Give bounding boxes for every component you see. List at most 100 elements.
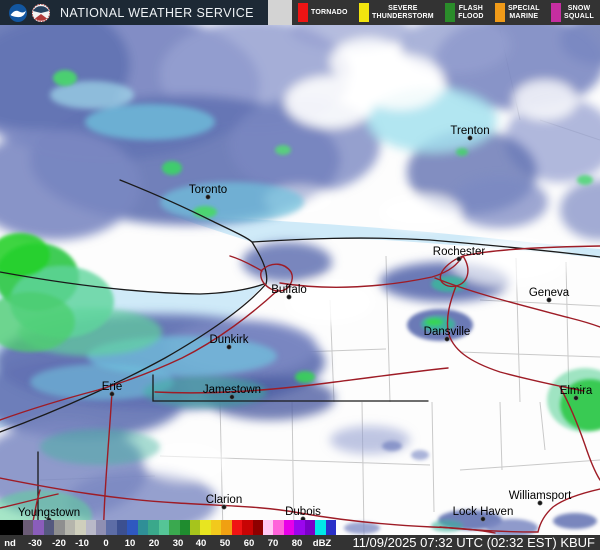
scale-tick-80: 80 bbox=[291, 538, 303, 549]
colorbar-segment bbox=[283, 520, 295, 535]
city-marker-dansville bbox=[444, 336, 450, 342]
special-marine-label: SPECIAL MARINE bbox=[507, 4, 540, 20]
colorbar-segment bbox=[273, 520, 284, 535]
scale-tick-0: 0 bbox=[103, 538, 109, 549]
special-marine-swatch bbox=[494, 3, 505, 22]
city-marker-rochester bbox=[456, 256, 462, 262]
city-label-dansville: Dansville bbox=[424, 326, 471, 338]
colorbar-segment bbox=[22, 520, 34, 535]
radar-timestamp: 11/09/2025 07:32 UTC (02:32 EST) KBUF bbox=[352, 535, 595, 550]
nws-logo bbox=[31, 3, 51, 22]
colorbar-segment bbox=[75, 520, 86, 535]
erie-north-shore bbox=[0, 271, 265, 295]
scale-tick-nd: nd bbox=[4, 538, 16, 549]
colorbar-segment bbox=[33, 520, 44, 535]
colorbar-segment bbox=[304, 520, 316, 535]
noaa-nws-logos bbox=[9, 3, 51, 22]
tornado-label: TORNADO bbox=[311, 8, 348, 16]
dbz-color-scale bbox=[0, 520, 337, 535]
city-marker-geneva bbox=[546, 297, 552, 303]
noaa-logo bbox=[9, 3, 27, 22]
city-marker-toronto bbox=[205, 194, 211, 200]
colorbar-segment bbox=[189, 520, 201, 535]
colorbar-segment bbox=[0, 520, 23, 535]
flash-flood-swatch bbox=[445, 3, 456, 22]
colorbar-segment bbox=[85, 520, 97, 535]
colorbar-segment bbox=[43, 520, 55, 535]
city-marker-trenton bbox=[467, 135, 473, 141]
scale-tick-40: 40 bbox=[195, 538, 207, 549]
erie-south-shore bbox=[0, 283, 267, 433]
snow-squall-label: SNOW SQUALL bbox=[564, 4, 594, 20]
colorbar-segment bbox=[158, 520, 170, 535]
scale-tick--30: -30 bbox=[28, 538, 42, 549]
snow-squall-swatch bbox=[551, 3, 562, 22]
borders-layer bbox=[0, 179, 600, 533]
brand-area: NATIONAL WEATHER SERVICE bbox=[0, 0, 268, 25]
colorbar-segment bbox=[127, 520, 138, 535]
header-bar: NATIONAL WEATHER SERVICE TORNADO SEVERE TH… bbox=[0, 0, 600, 25]
city-label-williamsport: Williamsport bbox=[509, 490, 572, 502]
city-label-toronto: Toronto bbox=[189, 184, 227, 196]
scale-tick-20: 20 bbox=[148, 538, 160, 549]
city-label-jamestown: Jamestown bbox=[203, 384, 261, 396]
roads-layer bbox=[0, 245, 600, 541]
scale-tick-30: 30 bbox=[172, 538, 184, 549]
scale-tick-70: 70 bbox=[267, 538, 279, 549]
scale-tick-dBZ: dBZ bbox=[312, 538, 332, 549]
severe-thunderstorm-swatch bbox=[359, 3, 369, 22]
colorbar-segment bbox=[315, 520, 326, 535]
ny-pa-border bbox=[152, 374, 429, 402]
city-marker-buffalo bbox=[286, 294, 292, 300]
city-label-dubois: Dubois bbox=[285, 506, 321, 518]
city-label-rochester: Rochester bbox=[433, 246, 486, 258]
city-marker-elmira bbox=[573, 395, 579, 401]
colorbar-segment bbox=[263, 520, 274, 535]
colorbar-segment bbox=[148, 520, 159, 535]
colorbar-segment bbox=[137, 520, 149, 535]
city-label-buffalo: Buffalo bbox=[271, 284, 307, 296]
city-label-lock-haven: Lock Haven bbox=[453, 506, 514, 518]
tornado-swatch bbox=[298, 3, 308, 22]
colorbar-segment bbox=[252, 520, 264, 535]
city-marker-williamsport bbox=[537, 500, 543, 506]
agency-title: NATIONAL WEATHER SERVICE bbox=[60, 5, 254, 20]
warning-legend-item-special-marine: SPECIAL MARINE bbox=[494, 3, 540, 22]
scale-tick-strip: nd -30 -20 -10 0 10 20 30 40 50 60 70 80 dBZ bbox=[0, 535, 600, 550]
colorbar-segment bbox=[221, 520, 232, 535]
warning-legend-item-snow-squall: SNOW SQUALL bbox=[551, 3, 594, 22]
flash-flood-label: FLASH FLOOD bbox=[458, 4, 484, 20]
city-label-elmira: Elmira bbox=[560, 385, 593, 397]
colorbar-segment bbox=[200, 520, 211, 535]
city-label-clarion: Clarion bbox=[206, 494, 242, 506]
city-marker-lock-haven bbox=[480, 516, 486, 522]
scale-tick--10: -10 bbox=[75, 538, 89, 549]
ontario-south-shore bbox=[251, 237, 600, 258]
scale-tick-10: 10 bbox=[124, 538, 136, 549]
city-marker-dunkirk bbox=[226, 344, 232, 350]
city-label-geneva: Geneva bbox=[529, 287, 570, 299]
colorbar-segment bbox=[294, 520, 305, 535]
colorbar-segment bbox=[106, 520, 117, 535]
scale-tick-60: 60 bbox=[243, 538, 255, 549]
city-marker-jamestown bbox=[229, 394, 235, 400]
colorbar-segment bbox=[210, 520, 222, 535]
warning-legend-item-flash-flood: FLASH FLOOD bbox=[445, 3, 484, 22]
radar-map-canvas: Toronto Trenton Rochester Buffalo Geneva Dans… bbox=[0, 25, 600, 550]
colorbar-segment bbox=[325, 520, 337, 535]
severe-thunderstorm-label: SEVERE THUNDERSTORM bbox=[372, 4, 434, 20]
city-label-erie: Erie bbox=[102, 381, 122, 393]
city-marker-clarion bbox=[221, 504, 227, 510]
radar-map-viewport[interactable]: Toronto Trenton Rochester Buffalo Geneva Dans… bbox=[0, 25, 600, 550]
warning-legend: TORNADO SEVERE THUNDERSTORM FLASH FLOOD SPECI… bbox=[292, 0, 600, 25]
warning-legend-item-tornado: TORNADO bbox=[298, 3, 348, 22]
colorbar-segment bbox=[169, 520, 180, 535]
header-gap bbox=[268, 0, 292, 25]
colorbar-segment bbox=[116, 520, 128, 535]
warning-legend-item-severe-thunderstorm: SEVERE THUNDERSTORM bbox=[359, 3, 434, 22]
city-marker-erie bbox=[109, 391, 115, 397]
colorbar-segment bbox=[54, 520, 65, 535]
scale-tick--20: -20 bbox=[52, 538, 66, 549]
city-label-dunkirk: Dunkirk bbox=[210, 334, 249, 346]
colorbar-segment bbox=[179, 520, 190, 535]
